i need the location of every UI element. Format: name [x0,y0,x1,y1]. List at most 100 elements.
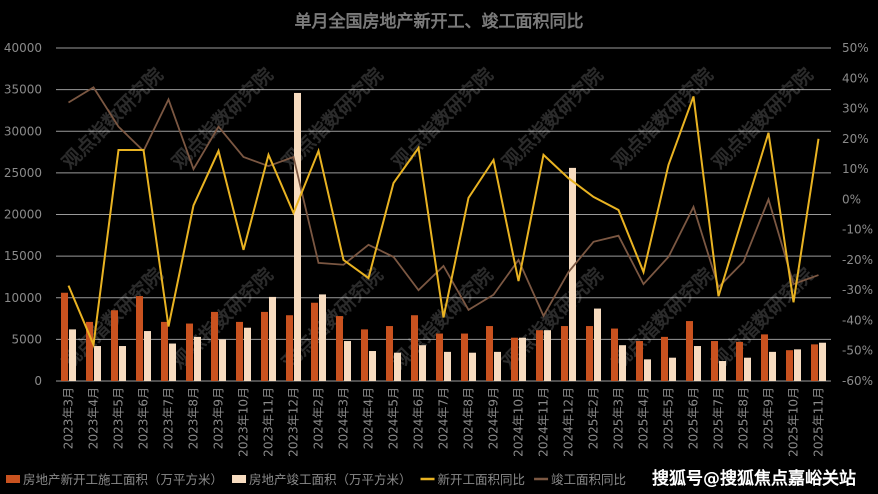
x-tick-label: 2025年6月 [687,387,701,449]
right-tick-label: -60% [842,374,873,388]
x-tick-label: 2025年7月 [712,387,726,449]
bars [61,92,826,381]
right-tick-label: -20% [842,253,873,267]
left-tick-label: 10000 [4,291,42,305]
x-tick-label: 2023年4月 [87,387,101,449]
bar-completion [819,342,826,381]
left-tick-label: 25000 [4,166,42,180]
bar-completion [519,337,526,381]
x-tick-label: 2025年4月 [637,387,651,449]
bar-new-start [186,323,193,381]
bar-new-start [386,326,393,381]
bar-new-start [61,292,68,381]
x-tick-label: 2023年10月 [237,387,251,457]
lines [67,86,820,349]
x-tick-label: 2024年10月 [512,387,526,457]
legend: 房地产新开工施工面积（万平方米） 房地产竣工面积（万平方米） 新开工面积同比 竣工面积… [6,472,626,487]
x-tick-label: 2025年10月 [787,387,801,457]
bar-new-start [811,344,818,381]
bar-completion [619,345,626,381]
bar-completion [169,343,176,381]
legend-label: 新开工面积同比 [438,472,526,487]
bar-new-start [486,326,493,381]
bar-completion [369,351,376,381]
bar-completion [794,349,801,381]
x-tick-label: 2024年8月 [462,387,476,449]
bar-new-start [111,310,118,381]
source-overlay: 搜狐号@搜狐焦点嘉峪关站 [652,468,856,489]
bar-new-start [761,334,768,381]
bar-new-start [536,330,543,381]
x-tick-label: 2024年12月 [562,387,576,457]
bar-new-start [511,337,518,381]
watermark-text: 观点指数研究院 [707,63,817,173]
bar-completion [319,294,326,381]
left-axis: 0 5000 10000 15000 20000 25000 30000 35000 40000 [4,41,42,388]
bar-completion [244,327,251,381]
bar-new-start [686,321,693,381]
x-tick-label: 2023年6月 [137,387,151,449]
x-tick-label: 2025年3月 [612,387,626,449]
bar-new-start [786,350,793,381]
bar-new-start [211,311,218,381]
bar-completion [719,361,726,381]
right-tick-label: 30% [842,102,869,116]
bar-completion [94,346,101,381]
x-tick-label: 2023年5月 [112,387,126,449]
x-tick-label: 2025年9月 [762,387,776,449]
right-tick-label: -30% [842,283,873,297]
right-tick-label: 20% [842,132,869,146]
legend-swatch [534,477,549,481]
bar-new-start [136,296,143,381]
x-tick-label: 2023年11月 [262,387,276,457]
left-tick-label: 0 [34,374,42,388]
x-tick-label: 2025年2月 [587,387,601,449]
bar-new-start [736,341,743,381]
bar-completion [394,352,401,381]
x-tick-label: 2023年8月 [187,387,201,449]
bar-new-start [236,321,243,381]
x-tick-label: 2024年2月 [312,387,326,449]
left-tick-label: 20000 [4,208,42,222]
left-tick-label: 40000 [4,41,42,55]
x-tick-label: 2025年5月 [662,387,676,449]
watermark-text: 观点指数研究院 [387,63,497,173]
bar-new-start [261,311,268,381]
x-tick-label: 2023年9月 [212,387,226,449]
legend-label: 房地产竣工面积（万平方米） [249,472,412,487]
x-tick-label: 2023年3月 [62,387,76,449]
bar-completion [769,351,776,381]
bar-completion [119,346,126,381]
bar-completion [469,352,476,381]
bar-completion [69,329,76,381]
bar-completion [494,351,501,381]
x-tick-label: 2023年7月 [162,387,176,449]
bar-completion [419,345,426,381]
source-overlay-backing [648,466,860,491]
bar-new-start [411,315,418,381]
x-axis-labels: 2023年3月 2023年4月 2023年5月 2023年6月 2023年7月 2023年… [62,387,826,457]
right-tick-label: -40% [842,313,873,327]
x-tick-label: 2024年9月 [487,387,501,449]
bar-completion [269,296,276,381]
x-tick-label: 2024年11月 [537,387,551,457]
bar-completion [669,357,676,381]
left-tick-label: 35000 [4,83,42,97]
left-tick-label: 5000 [11,332,42,346]
bar-new-start [436,333,443,381]
x-tick-label: 2024年5月 [387,387,401,449]
x-tick-label: 2024年4月 [362,387,376,449]
bar-completion [219,339,226,381]
right-axis: -60% -50% -40% -30% -20% -10% 0% 10% 20% 30% 40% 50… [842,41,873,388]
left-tick-label: 30000 [4,124,42,138]
bar-new-start [586,326,593,381]
watermark-text: 观点指数研究院 [167,63,277,173]
bar-new-start [161,321,168,381]
x-tick-label: 2024年7月 [437,387,451,449]
bar-completion [569,167,576,381]
bar-completion [644,359,651,381]
legend-swatch [232,475,247,483]
bar-new-start [336,316,343,381]
x-tick-label: 2024年6月 [412,387,426,449]
